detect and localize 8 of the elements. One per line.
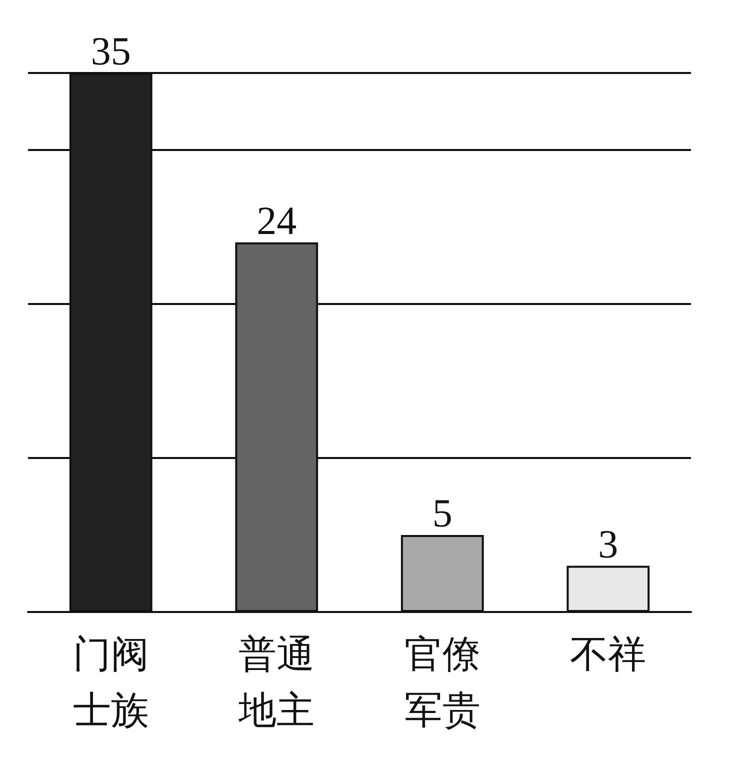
- data-label: 24: [256, 198, 297, 243]
- x-tick-label: 门阀士族: [72, 632, 149, 732]
- data-label: 5: [432, 490, 452, 536]
- x-tick-label: 普通地主: [238, 632, 315, 732]
- data-label: 35: [90, 28, 131, 74]
- data-label: 3: [598, 521, 618, 566]
- x-tick-label: 不祥: [570, 632, 646, 676]
- x-tick-label: 官僚军贵: [404, 632, 480, 732]
